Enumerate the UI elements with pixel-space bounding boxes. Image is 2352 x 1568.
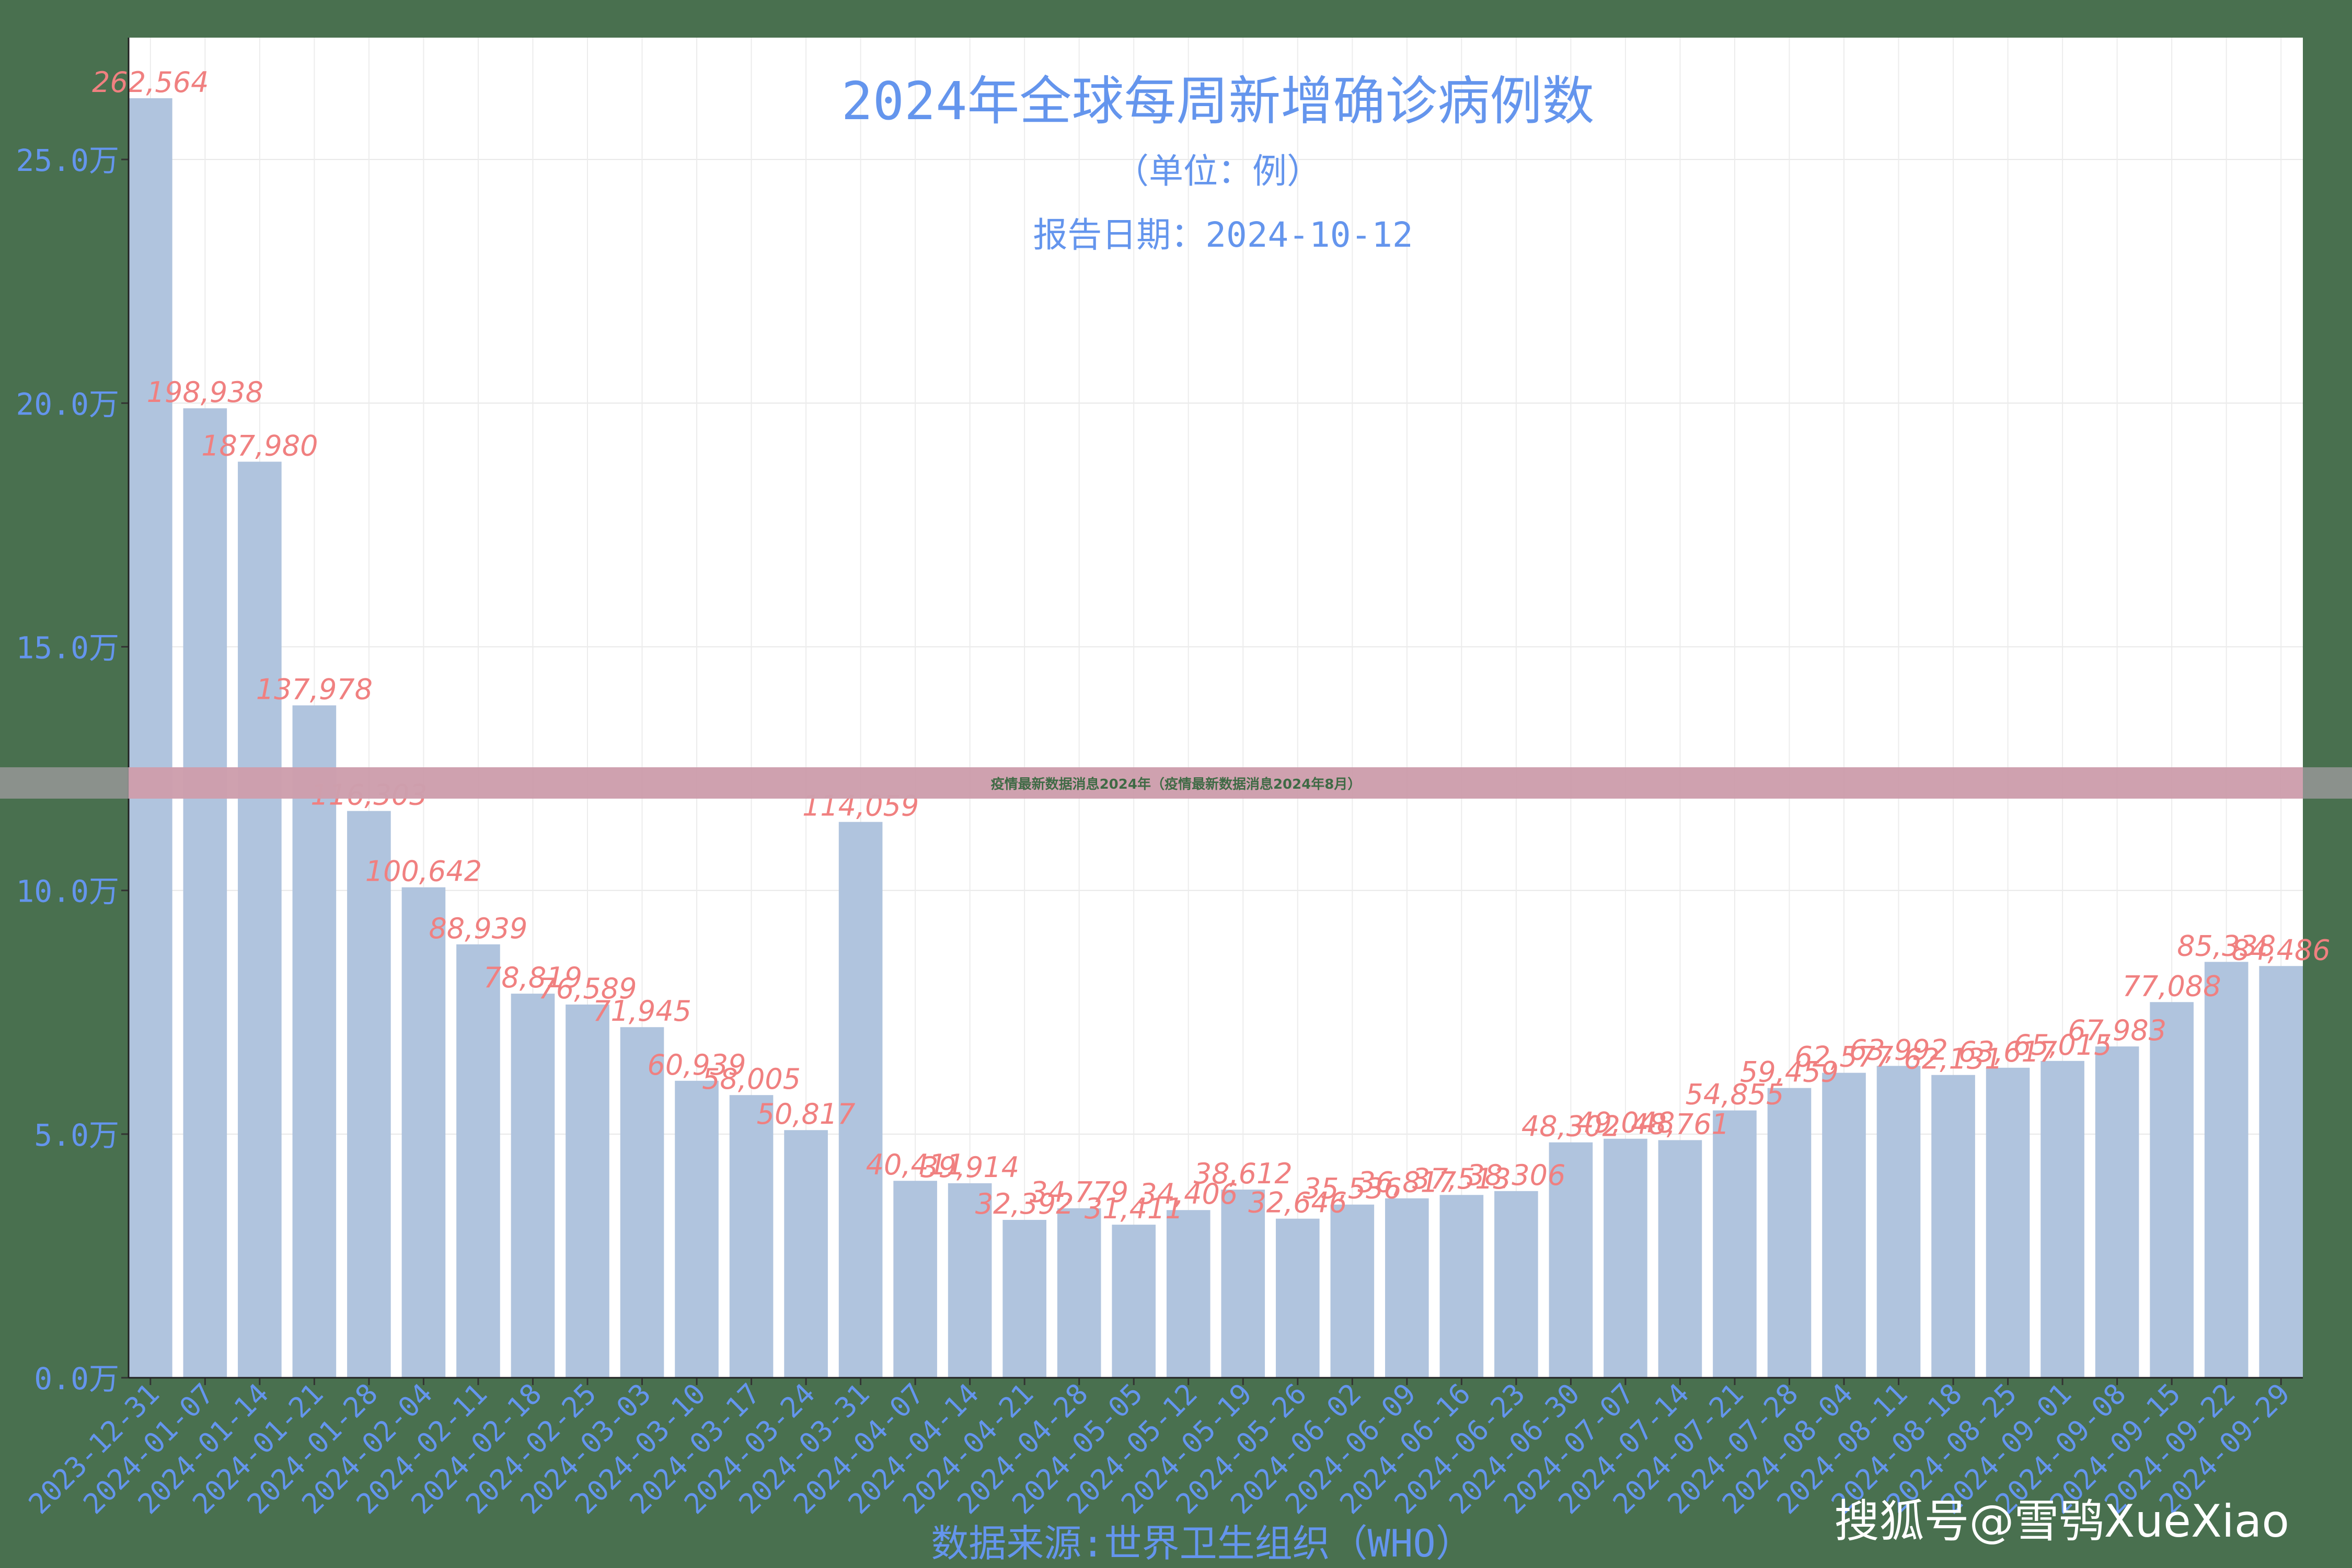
data-label: 38,612	[1194, 1157, 1293, 1190]
data-label: 34,406	[1139, 1178, 1238, 1210]
data-label: 67,983	[2068, 1014, 2166, 1047]
data-label: 78,819	[483, 961, 582, 994]
data-label: 35,536	[1303, 1172, 1402, 1205]
bar	[511, 994, 555, 1378]
bar	[1385, 1198, 1429, 1378]
y-tick-label: 0.0万	[34, 1361, 119, 1397]
bar	[292, 705, 337, 1378]
data-label: 39,914	[920, 1151, 1019, 1184]
bar	[1986, 1067, 2030, 1378]
bar	[784, 1130, 828, 1378]
data-label: 49,048	[1576, 1106, 1675, 1139]
bar	[893, 1181, 937, 1378]
bar	[948, 1183, 992, 1378]
data-label: 137,978	[256, 673, 373, 706]
data-label: 262,564	[92, 66, 209, 99]
data-label: 32,392	[975, 1187, 1074, 1220]
bar	[1112, 1225, 1156, 1378]
data-label: 63,992	[1849, 1033, 1948, 1066]
bar	[456, 944, 500, 1378]
data-label: 85,338	[2177, 929, 2276, 962]
bar	[1549, 1142, 1593, 1378]
data-label: 54,855	[1685, 1078, 1784, 1111]
bars-layer	[129, 98, 2303, 1378]
report-date: 报告日期：2024-10-12	[1033, 215, 1413, 255]
bar	[1876, 1066, 1921, 1378]
bar	[1658, 1140, 1702, 1378]
bar	[729, 1095, 774, 1378]
bar	[1002, 1219, 1046, 1378]
bar	[2040, 1060, 2084, 1378]
banner-band	[129, 767, 2303, 799]
data-label: 48,302	[1521, 1110, 1620, 1143]
bar	[838, 822, 883, 1378]
data-label: 58,005	[702, 1063, 801, 1096]
y-tick-label: 25.0万	[16, 143, 119, 178]
bar	[2150, 1002, 2194, 1378]
data-label: 38,306	[1467, 1159, 1565, 1192]
chart-title: 2024年全球每周新增确诊病例数	[841, 71, 1595, 132]
data-label: 84,486	[2232, 933, 2331, 966]
bar	[566, 1004, 609, 1378]
data-label: 36,817	[1357, 1166, 1456, 1199]
bar	[401, 887, 446, 1378]
bar	[1713, 1110, 1757, 1378]
bar	[2204, 962, 2249, 1378]
bar	[1057, 1208, 1101, 1378]
data-label: 32,646	[1248, 1186, 1347, 1219]
x-axis-title: 数据来源:世界卫生组织（WHO）	[931, 1521, 1473, 1565]
bar	[238, 462, 282, 1378]
bar	[1822, 1073, 1866, 1378]
y-tick-label: 10.0万	[16, 874, 119, 909]
data-label: 31,411	[1085, 1192, 1183, 1225]
data-label: 48,761	[1631, 1108, 1730, 1140]
bar	[1439, 1195, 1484, 1378]
data-label: 77,088	[2123, 970, 2221, 1002]
data-label: 62,577	[1795, 1041, 1894, 1074]
bar	[2095, 1046, 2139, 1378]
data-label: 40,411	[866, 1148, 965, 1181]
value-labels-layer: 262,564198,938187,980137,978116,303100,6…	[92, 66, 2331, 1225]
y-tick-label: 20.0万	[16, 386, 119, 422]
chart-subtitle: （单位：例）	[1114, 151, 1321, 191]
overlay-banner: 疫情最新数据消息2024年（疫情最新数据消息2024年8月）	[0, 767, 2352, 799]
watermark-text: 搜狐号@雪鸮XueXiao	[1834, 1495, 2289, 1548]
bar	[1767, 1088, 1812, 1378]
data-label: 100,642	[365, 855, 482, 888]
bar	[1275, 1218, 1320, 1378]
bar	[129, 98, 172, 1378]
data-label: 34,779	[1030, 1176, 1128, 1209]
bar	[1604, 1138, 1647, 1378]
data-label: 71,945	[593, 995, 691, 1028]
data-label: 50,817	[757, 1098, 856, 1131]
bar	[1494, 1191, 1538, 1378]
data-label: 62,131	[1904, 1043, 2003, 1076]
data-label: 63,617	[1958, 1035, 2057, 1068]
data-label: 187,980	[201, 429, 318, 462]
bar	[1931, 1075, 1975, 1378]
bar	[347, 811, 391, 1378]
banner-text: 疫情最新数据消息2024年（疫情最新数据消息2024年8月）	[990, 776, 1362, 792]
bar	[183, 408, 227, 1378]
bar	[620, 1027, 664, 1378]
y-tick-label: 15.0万	[16, 630, 119, 665]
data-label: 76,589	[538, 972, 637, 1005]
bar	[1166, 1210, 1210, 1378]
data-label: 59,459	[1740, 1056, 1839, 1089]
bar	[1330, 1204, 1375, 1378]
data-label: 88,939	[429, 912, 527, 945]
data-label: 65,015	[2013, 1029, 2112, 1062]
data-label: 37,513	[1412, 1162, 1511, 1195]
bar	[1221, 1189, 1265, 1378]
y-tick-label: 5.0万	[34, 1117, 119, 1153]
bar	[2259, 966, 2303, 1378]
bar	[675, 1080, 719, 1378]
data-label: 60,939	[648, 1048, 746, 1081]
axes-layer: 0.0万5.0万10.0万15.0万20.0万25.0万2023-12-3120…	[16, 38, 2303, 1520]
data-label: 198,938	[147, 376, 263, 409]
